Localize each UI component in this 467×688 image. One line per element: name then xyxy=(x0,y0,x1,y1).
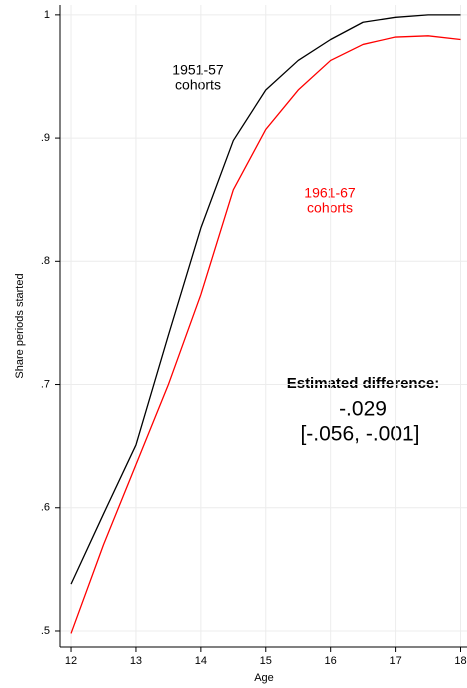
x-axis-label: Age xyxy=(254,672,274,684)
x-tick-label: 13 xyxy=(130,655,142,667)
annotation: -.029 xyxy=(339,398,387,421)
series-label: 1951-57 xyxy=(172,62,224,78)
y-tick-label: 1 xyxy=(44,9,50,21)
annotation: Estimated difference: xyxy=(287,375,440,392)
y-tick-label: .9 xyxy=(41,132,50,144)
y-tick-label: .8 xyxy=(41,255,50,267)
x-tick-label: 17 xyxy=(389,655,401,667)
x-tick-label: 15 xyxy=(260,655,272,667)
series-label: cohorts xyxy=(175,77,221,93)
annotation: [-.056, -.001] xyxy=(300,423,419,446)
y-tick-label: .7 xyxy=(41,378,50,390)
series-line xyxy=(70,14,461,585)
x-tick-label: 12 xyxy=(65,655,77,667)
series-line xyxy=(70,35,461,634)
x-tick-label: 16 xyxy=(325,655,337,667)
y-tick-label: .6 xyxy=(41,502,50,514)
series-label: 1961-67 xyxy=(304,185,356,201)
x-tick-label: 18 xyxy=(454,655,466,667)
x-tick-label: 14 xyxy=(195,655,207,667)
y-axis-label: Share periods started xyxy=(14,273,26,378)
y-tick-label: .5 xyxy=(41,625,50,637)
series-label: cohorts xyxy=(307,200,353,216)
